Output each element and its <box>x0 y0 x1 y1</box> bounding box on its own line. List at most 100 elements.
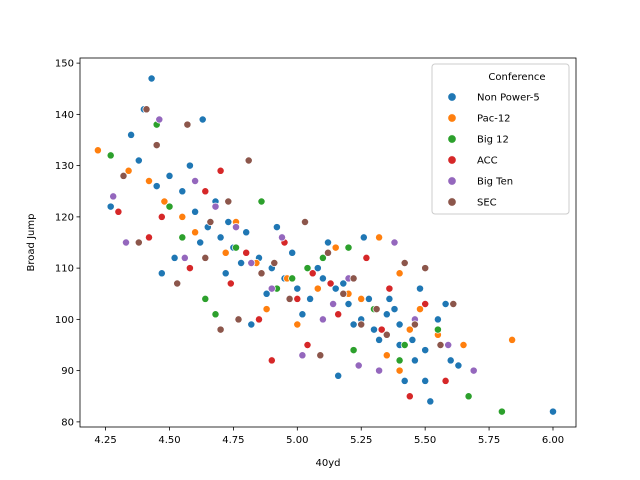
data-point <box>155 115 164 124</box>
data-point <box>185 264 194 273</box>
data-point <box>400 259 409 267</box>
data-point <box>201 294 210 303</box>
data-point <box>390 305 399 314</box>
data-point <box>318 253 327 262</box>
data-point <box>357 320 366 329</box>
legend-label-pac-12: Pac-12 <box>477 114 511 125</box>
data-point <box>216 233 225 242</box>
x-tick-label: 5.50 <box>414 435 436 446</box>
data-point <box>165 171 174 180</box>
data-point <box>180 253 189 262</box>
data-point <box>298 310 307 319</box>
data-point <box>382 351 391 360</box>
y-tick-label: 130 <box>55 161 74 172</box>
legend-marker-sec <box>447 197 457 207</box>
data-point <box>237 259 246 267</box>
data-point <box>433 315 442 324</box>
data-point <box>201 187 210 196</box>
data-point <box>308 269 317 278</box>
data-point <box>224 218 233 226</box>
series-big-ten <box>109 115 478 375</box>
legend-label-big-ten: Big Ten <box>477 177 513 188</box>
data-point <box>395 269 404 278</box>
data-point <box>201 253 210 262</box>
data-point <box>183 120 192 129</box>
x-tick-label: 5.75 <box>478 435 500 446</box>
x-tick-label: 4.50 <box>158 435 180 446</box>
data-point <box>242 228 251 237</box>
data-point <box>216 325 225 334</box>
data-point <box>370 325 378 334</box>
x-axis: 4.25 4.50 4.75 5.00 5.25 5.50 5.75 6.00 <box>94 427 564 446</box>
data-point <box>165 202 174 211</box>
data-point <box>339 289 348 298</box>
data-point <box>224 197 233 206</box>
data-point <box>145 177 153 185</box>
data-point <box>247 320 256 329</box>
y-axis-label: Broad Jump <box>26 214 37 272</box>
x-tick-label: 5.25 <box>350 435 372 446</box>
legend-title: Conference <box>488 72 545 83</box>
data-point <box>405 392 414 401</box>
data-point <box>421 300 430 308</box>
data-point <box>301 218 309 226</box>
data-point <box>313 284 322 293</box>
data-point <box>433 325 442 334</box>
data-point <box>185 161 194 170</box>
data-point <box>127 130 136 139</box>
data-point <box>93 146 102 155</box>
data-point <box>119 171 128 180</box>
data-point <box>395 366 404 375</box>
data-point <box>324 248 332 257</box>
data-point <box>375 366 384 375</box>
y-tick-label: 90 <box>61 366 74 377</box>
data-point <box>416 305 424 314</box>
data-point <box>313 264 322 273</box>
legend: Conference Non Power-5 Pac-12 Big 12 ACC Big… <box>431 63 570 215</box>
data-point <box>134 238 143 247</box>
data-point <box>436 341 445 349</box>
data-point <box>122 238 130 247</box>
data-point <box>255 315 263 324</box>
data-point <box>293 294 302 303</box>
data-point <box>416 284 424 293</box>
data-point <box>441 300 450 308</box>
x-tick-label: 4.25 <box>94 435 116 446</box>
data-point <box>508 335 517 344</box>
data-point <box>272 223 281 232</box>
data-point <box>147 74 156 83</box>
data-point <box>344 300 353 308</box>
data-point <box>331 243 340 252</box>
data-point <box>400 341 409 349</box>
data-point <box>426 397 435 406</box>
data-point <box>324 238 332 247</box>
data-point <box>395 320 404 329</box>
data-point <box>262 305 271 314</box>
data-point <box>242 248 251 257</box>
data-point <box>359 233 368 242</box>
data-point <box>267 284 276 293</box>
data-point <box>344 243 353 252</box>
data-point <box>173 279 182 288</box>
data-point <box>469 366 478 375</box>
data-point <box>410 320 419 329</box>
data-point <box>178 233 187 242</box>
legend-marker-big-12 <box>447 134 457 144</box>
data-point <box>395 356 404 365</box>
data-point <box>372 305 381 314</box>
legend-entries: Non Power-5 Pac-12 Big 12 ACC Big Ten SEC <box>447 92 540 209</box>
data-point <box>211 310 220 319</box>
data-point <box>293 320 302 329</box>
data-point <box>221 269 230 278</box>
data-point <box>441 376 450 385</box>
data-point <box>198 115 207 124</box>
y-tick-label: 80 <box>61 417 74 428</box>
y-axis: 80 90 100 110 120 130 140 150 <box>55 59 80 428</box>
data-point <box>262 289 271 298</box>
data-point <box>334 371 343 380</box>
data-point <box>278 233 286 242</box>
data-point <box>178 187 187 196</box>
data-point <box>349 320 358 329</box>
data-point <box>349 274 358 283</box>
data-point <box>134 156 143 165</box>
